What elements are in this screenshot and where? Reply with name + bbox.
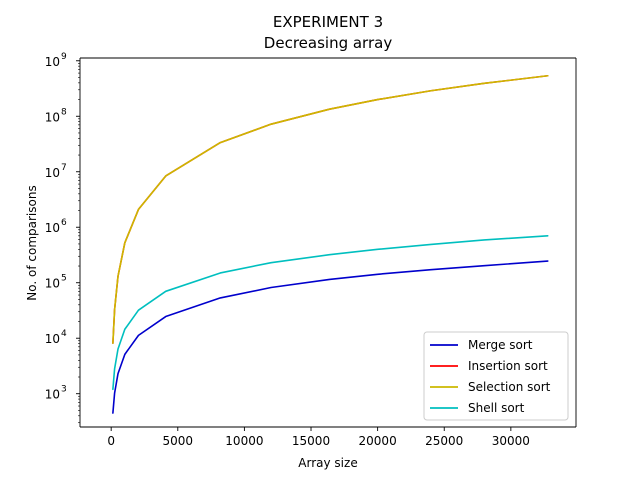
y-tick-label: 10 9 [45,52,67,69]
y-tick-label-base: 10 [45,110,60,124]
series-line-shell-sort [112,235,549,391]
y-tick-label-base: 10 [45,166,60,180]
y-tick-label: 10 7 [45,163,67,180]
y-tick-label-exponent: 5 [61,274,67,284]
x-tick-label: 5000 [163,434,194,448]
legend-item: Shell sort [430,401,525,415]
y-tick-label-exponent: 3 [61,385,67,395]
y-tick-label: 10 5 [45,274,67,291]
y-tick-label-base: 10 [45,277,60,291]
legend-item: Insertion sort [430,359,548,373]
legend-label: Merge sort [468,338,533,352]
y-tick-label-base: 10 [45,332,60,346]
legend-label: Selection sort [468,380,551,394]
legend-label: Shell sort [468,401,525,415]
legend-label: Insertion sort [468,359,548,373]
y-tick-label-exponent: 9 [61,52,67,62]
y-tick-label: 10 8 [45,107,67,124]
x-tick-label: 10000 [225,434,263,448]
legend: Merge sort Insertion sort Selection sort Sh… [423,331,569,421]
x-tick-label: 0 [107,434,115,448]
y-tick-label: 10 3 [45,385,67,402]
y-tick-label: 10 4 [45,329,67,346]
series-line-selection-sort [112,74,549,345]
y-tick-label-exponent: 7 [61,163,67,173]
legend-item: Selection sort [430,380,551,394]
x-tick-label: 15000 [292,434,330,448]
y-tick-label-exponent: 4 [61,329,67,339]
chart-title: EXPERIMENT 3 [273,13,383,31]
y-tick-label-exponent: 8 [61,107,67,117]
y-tick-label: 10 6 [45,218,67,235]
x-axis-label: Array size [298,456,357,470]
series-line-merge-sort [112,260,549,414]
legend-item: Merge sort [430,338,533,352]
legend-box [423,331,569,421]
x-tick-label: 25000 [425,434,463,448]
x-tick-label: 30000 [492,434,530,448]
x-tick-label: 20000 [359,434,397,448]
series-layer [112,74,549,414]
y-tick-label-base: 10 [45,388,60,402]
y-tick-label-exponent: 6 [61,218,67,228]
y-tick-label-base: 10 [45,221,60,235]
y-axis-label: No. of comparisons [25,185,39,300]
chart-subtitle: Decreasing array [264,34,393,52]
y-tick-label-base: 10 [45,55,60,69]
